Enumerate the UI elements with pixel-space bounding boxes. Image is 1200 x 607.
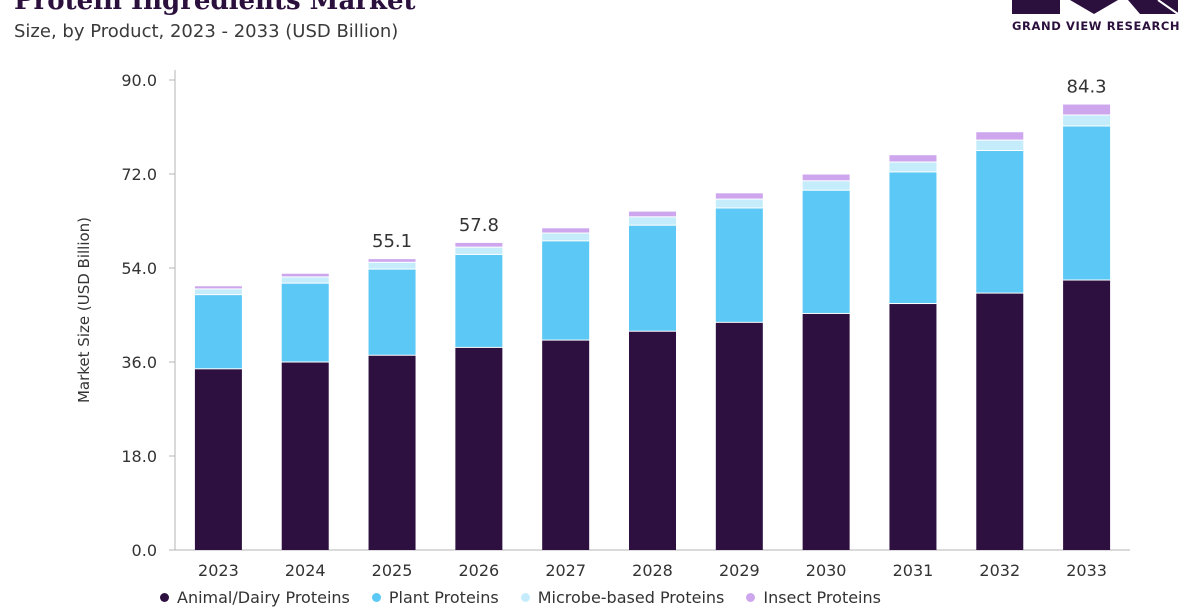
legend-item: Microbe-based Proteins — [520, 588, 725, 607]
x-tick-label: 2024 — [285, 561, 326, 580]
bar-2026-plant-proteins — [455, 254, 503, 347]
bar-2025-plant-proteins — [368, 269, 416, 355]
y-tick-label: 90.0 — [121, 71, 157, 90]
bar-2033-insect-proteins — [1063, 104, 1111, 115]
bar-2026-animal-dairy-proteins — [455, 347, 503, 550]
y-tick-label: 18.0 — [121, 447, 157, 466]
bar-2031-microbe-based-proteins — [889, 162, 937, 172]
bar-2032-insect-proteins — [976, 132, 1024, 140]
bar-2024-microbe-based-proteins — [281, 277, 329, 283]
bar-2032-animal-dairy-proteins — [976, 293, 1024, 550]
bar-2025-animal-dairy-proteins — [368, 355, 416, 550]
bar-2031-animal-dairy-proteins — [889, 304, 937, 550]
x-tick-label: 2025 — [372, 561, 413, 580]
bar-2024-plant-proteins — [281, 283, 329, 362]
bar-2025-microbe-based-proteins — [368, 262, 416, 269]
legend-label: Plant Proteins — [388, 588, 499, 607]
bar-2029-insect-proteins — [715, 193, 763, 199]
brand-name: GRAND VIEW RESEARCH — [1012, 19, 1181, 33]
bar-2032-microbe-based-proteins — [976, 140, 1024, 151]
x-tick-label: 2027 — [545, 561, 586, 580]
x-tick-label: 2023 — [198, 561, 239, 580]
bar-2029-animal-dairy-proteins — [715, 322, 763, 550]
bar-2032-plant-proteins — [976, 151, 1024, 293]
bar-2027-animal-dairy-proteins — [542, 340, 590, 550]
legend-label: Microbe-based Proteins — [537, 588, 725, 607]
bar-2023-microbe-based-proteins — [194, 289, 242, 295]
chart-title: Protein Ingredients Market — [14, 0, 416, 16]
x-tick-label: 2031 — [893, 561, 934, 580]
brand-logo — [1012, 0, 1179, 15]
bar-2030-animal-dairy-proteins — [802, 313, 850, 550]
legend-swatch — [371, 593, 381, 602]
bar-2026-insect-proteins — [455, 242, 503, 247]
chart-subtitle: Size, by Product, 2023 - 2033 (USD Billi… — [14, 21, 399, 42]
data-label-2026: 57.8 — [459, 215, 499, 236]
x-tick-label: 2033 — [1066, 561, 1107, 580]
legend-item: Insect Proteins — [746, 588, 881, 607]
legend-label: Insect Proteins — [763, 588, 881, 607]
y-tick-label: 0.0 — [132, 541, 157, 560]
x-tick-label: 2030 — [806, 561, 847, 580]
y-tick-label: 72.0 — [121, 165, 157, 184]
bar-2031-insect-proteins — [889, 155, 937, 162]
bar-2029-microbe-based-proteins — [715, 199, 763, 208]
bar-2028-insect-proteins — [629, 211, 676, 217]
bar-2027-microbe-based-proteins — [542, 233, 590, 241]
bar-2028-plant-proteins — [629, 225, 676, 331]
bar-2024-animal-dairy-proteins — [281, 362, 329, 550]
bar-2025-insect-proteins — [368, 259, 416, 262]
bar-2033-animal-dairy-proteins — [1063, 280, 1111, 550]
bar-2033-microbe-based-proteins — [1063, 115, 1111, 126]
data-label-2033: 84.3 — [1067, 77, 1107, 98]
x-tick-label: 2028 — [632, 561, 673, 580]
bar-2030-insect-proteins — [802, 174, 850, 181]
bar-2028-animal-dairy-proteins — [629, 331, 676, 550]
bar-2027-insect-proteins — [542, 228, 590, 233]
x-tick-label: 2029 — [719, 561, 760, 580]
bar-2023-animal-dairy-proteins — [194, 369, 242, 550]
bar-2030-plant-proteins — [802, 190, 850, 313]
legend-label: Animal/Dairy Proteins — [177, 588, 350, 607]
legend-swatch — [160, 593, 169, 602]
bar-2027-plant-proteins — [542, 241, 590, 340]
bar-2023-plant-proteins — [194, 295, 242, 369]
bar-2023-insect-proteins — [194, 286, 242, 289]
x-tick-label: 2026 — [459, 561, 500, 580]
chart-legend: Animal/Dairy Proteins Plant Proteins Micro… — [160, 588, 881, 607]
bar-2033-plant-proteins — [1063, 126, 1111, 280]
legend-swatch — [520, 593, 530, 602]
legend-swatch — [746, 593, 756, 602]
y-tick-label: 54.0 — [121, 259, 157, 278]
bar-2031-plant-proteins — [889, 172, 937, 304]
bar-2028-microbe-based-proteins — [629, 217, 676, 225]
legend-item: Plant Proteins — [371, 588, 499, 607]
bar-2030-microbe-based-proteins — [802, 181, 850, 190]
data-label-2025: 55.1 — [372, 231, 412, 252]
bar-2024-insect-proteins — [281, 273, 329, 277]
bar-2026-microbe-based-proteins — [455, 247, 503, 254]
y-tick-label: 36.0 — [121, 353, 157, 372]
y-axis-label: Market Size (USD Billion) — [75, 217, 93, 403]
legend-item: Animal/Dairy Proteins — [160, 588, 350, 607]
x-tick-label: 2032 — [979, 561, 1020, 580]
bar-2029-plant-proteins — [715, 208, 763, 322]
